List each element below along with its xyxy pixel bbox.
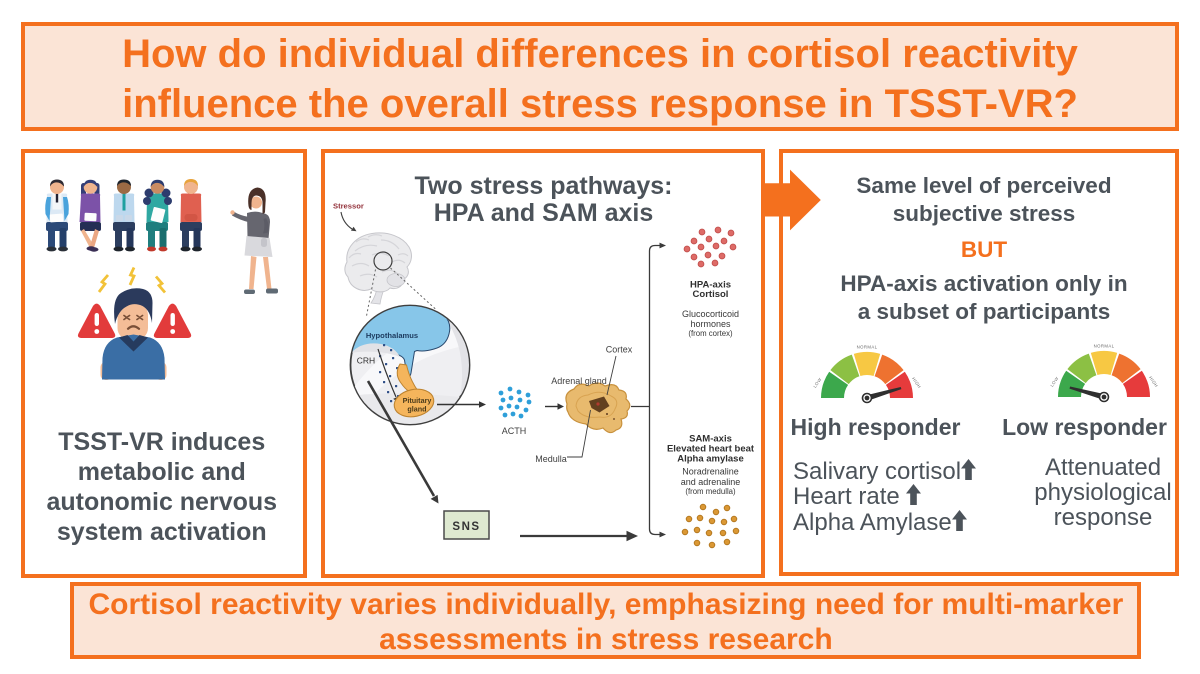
svg-text:Alpha amylase: Alpha amylase	[677, 454, 744, 465]
svg-text:CRH: CRH	[357, 356, 375, 366]
svg-text:ACTH: ACTH	[502, 426, 527, 436]
svg-text:Cortisol: Cortisol	[693, 289, 729, 300]
svg-text:Cortex: Cortex	[606, 345, 633, 355]
svg-text:Glucocorticoid: Glucocorticoid	[682, 309, 739, 319]
svg-text:hormones: hormones	[690, 319, 731, 329]
svg-text:SNS: SNS	[452, 521, 480, 533]
svg-text:Medulla: Medulla	[535, 454, 567, 464]
svg-text:HPA-axis: HPA-axis	[690, 280, 731, 291]
svg-text:LOW: LOW	[812, 376, 823, 388]
svg-text:HIGH: HIGH	[911, 376, 922, 389]
svg-text:(from medulla): (from medulla)	[685, 487, 736, 496]
svg-text:gland: gland	[407, 405, 426, 414]
svg-text:NORMAL: NORMAL	[857, 345, 878, 350]
svg-text:NORMAL: NORMAL	[1094, 344, 1115, 349]
svg-text:Stressor: Stressor	[333, 202, 364, 211]
svg-text:Noradrenaline: Noradrenaline	[682, 467, 739, 477]
svg-text:SAM-axis: SAM-axis	[689, 433, 732, 444]
svg-text:Pituitary: Pituitary	[403, 396, 432, 405]
svg-text:(from cortex): (from cortex)	[688, 329, 733, 338]
svg-text:Adrenal gland: Adrenal gland	[551, 376, 607, 386]
svg-text:Elevated heart beat: Elevated heart beat	[667, 444, 755, 455]
svg-text:and adrenaline: and adrenaline	[681, 477, 741, 487]
svg-text:HIGH: HIGH	[1148, 375, 1159, 388]
svg-text:LOW: LOW	[1049, 375, 1060, 387]
svg-text:Hypothalamus: Hypothalamus	[366, 331, 418, 340]
